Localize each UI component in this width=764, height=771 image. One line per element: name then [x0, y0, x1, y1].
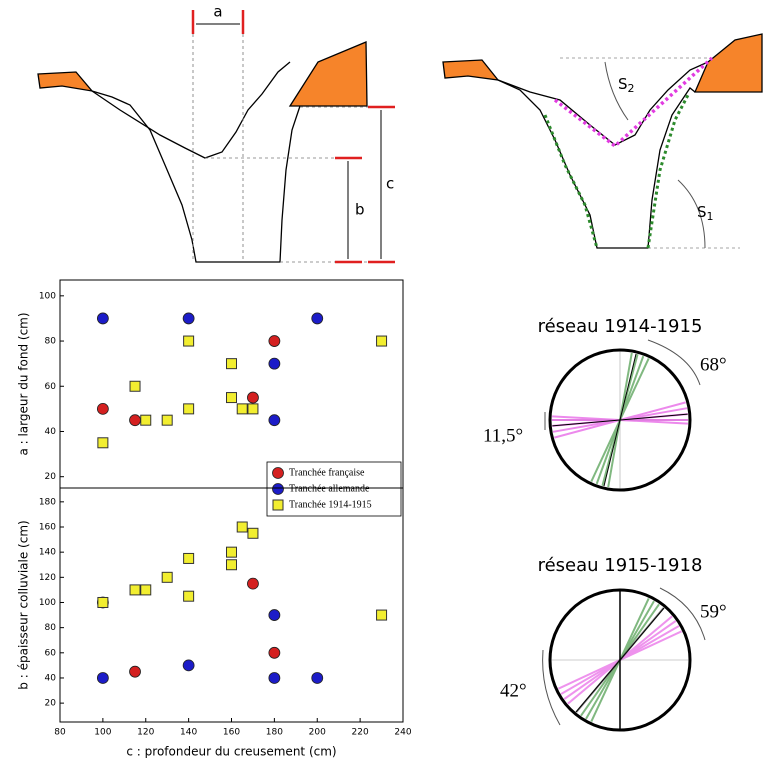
point [247, 527, 259, 539]
point [268, 335, 281, 347]
legend-swatch [272, 467, 284, 479]
point [161, 571, 173, 583]
slope-label: S2 [618, 75, 635, 96]
y-axis-label: b : épaisseur colluviale (cm) [17, 520, 31, 689]
x-tick-label: 240 [394, 728, 411, 738]
slope-label-main: S [618, 75, 628, 93]
point [97, 437, 109, 449]
y-tick-label: 60 [45, 648, 57, 658]
point [183, 403, 195, 415]
slope-label-sub: 1 [707, 210, 714, 223]
point [268, 646, 281, 659]
slope-label: S1 [697, 203, 714, 224]
x-tick-label: 200 [309, 728, 326, 738]
slope-label-sub: 2 [628, 82, 635, 95]
y-tick-label: 20 [45, 472, 57, 482]
point [311, 672, 324, 684]
point [268, 357, 281, 370]
point [226, 546, 237, 558]
point [129, 414, 141, 427]
point [236, 403, 248, 415]
y-tick-label: 180 [39, 497, 56, 507]
y-tick-label: 80 [45, 337, 57, 347]
angle-label: 42° [500, 680, 527, 701]
point [268, 609, 281, 621]
point [129, 584, 141, 596]
point [247, 391, 259, 404]
legend-swatch [272, 483, 284, 495]
angle-label: 68° [700, 354, 727, 375]
point [226, 358, 237, 370]
point [129, 665, 141, 678]
point [140, 584, 152, 596]
point [247, 403, 259, 415]
legend-label: Tranchée allemande [289, 483, 370, 494]
x-axis-label: c : profondeur du creusement (cm) [126, 745, 336, 759]
point [311, 312, 324, 325]
point [376, 335, 388, 347]
point [96, 672, 109, 684]
y-tick-label: 20 [45, 699, 57, 709]
x-tick-label: 220 [352, 728, 369, 738]
point [161, 414, 173, 426]
y-tick-label: 100 [39, 291, 56, 301]
point [183, 552, 195, 564]
point [182, 312, 195, 325]
point [268, 414, 281, 427]
angle-label: 11,5° [483, 425, 523, 446]
legend: Tranchée française Tranchée allemande Tran… [266, 461, 402, 517]
rose-diagram [542, 587, 706, 732]
y-axis-label: a : largeur du fond (cm) [17, 312, 31, 455]
point [226, 559, 237, 571]
legend-label: Tranchée 1914-1915 [289, 499, 372, 510]
x-tick-label: 140 [180, 728, 197, 738]
x-tick-label: 100 [94, 728, 111, 738]
plot-frame [59, 279, 404, 489]
point [140, 414, 152, 426]
y-tick-label: 40 [45, 427, 57, 437]
trench-diagram [37, 10, 395, 264]
point [97, 596, 109, 608]
legend-label: Tranchée française [289, 467, 365, 478]
y-tick-label: 140 [39, 548, 56, 558]
point [236, 521, 248, 533]
rose-title: réseau 1914-1915 [538, 316, 703, 337]
x-tick-label: 160 [223, 728, 240, 738]
y-tick-label: 60 [45, 382, 57, 392]
y-tick-label: 80 [45, 623, 57, 633]
point [268, 672, 281, 684]
trench-slope-diagram [442, 33, 763, 249]
dim-label: c [386, 175, 394, 193]
dim-label: b [355, 201, 365, 219]
scatter-plots: 20 40 60 80 100 a : largeur du fond (cm) Tranc… [17, 279, 412, 759]
y-tick-label: 120 [39, 573, 56, 583]
y-tick-label: 160 [39, 523, 56, 533]
y-tick-label: 40 [45, 673, 57, 683]
point [376, 609, 388, 621]
y-tick-label: 100 [39, 598, 56, 608]
point [96, 402, 109, 415]
point [183, 335, 195, 347]
point [182, 659, 195, 672]
point [129, 380, 141, 392]
angle-label: 59° [700, 601, 727, 622]
point [96, 312, 109, 325]
legend-box [266, 461, 402, 517]
rose-title: réseau 1915-1918 [538, 555, 703, 576]
x-tick-label: 80 [54, 728, 66, 738]
dim-label: a [213, 3, 222, 21]
x-tick-label: 120 [137, 728, 154, 738]
point [183, 590, 195, 602]
legend-swatch [272, 499, 284, 511]
point [247, 577, 259, 590]
point [226, 392, 237, 404]
rose-diagram [544, 339, 701, 492]
slope-label-main: S [697, 203, 707, 221]
plot-frame [59, 487, 404, 723]
x-tick-label: 180 [266, 728, 283, 738]
